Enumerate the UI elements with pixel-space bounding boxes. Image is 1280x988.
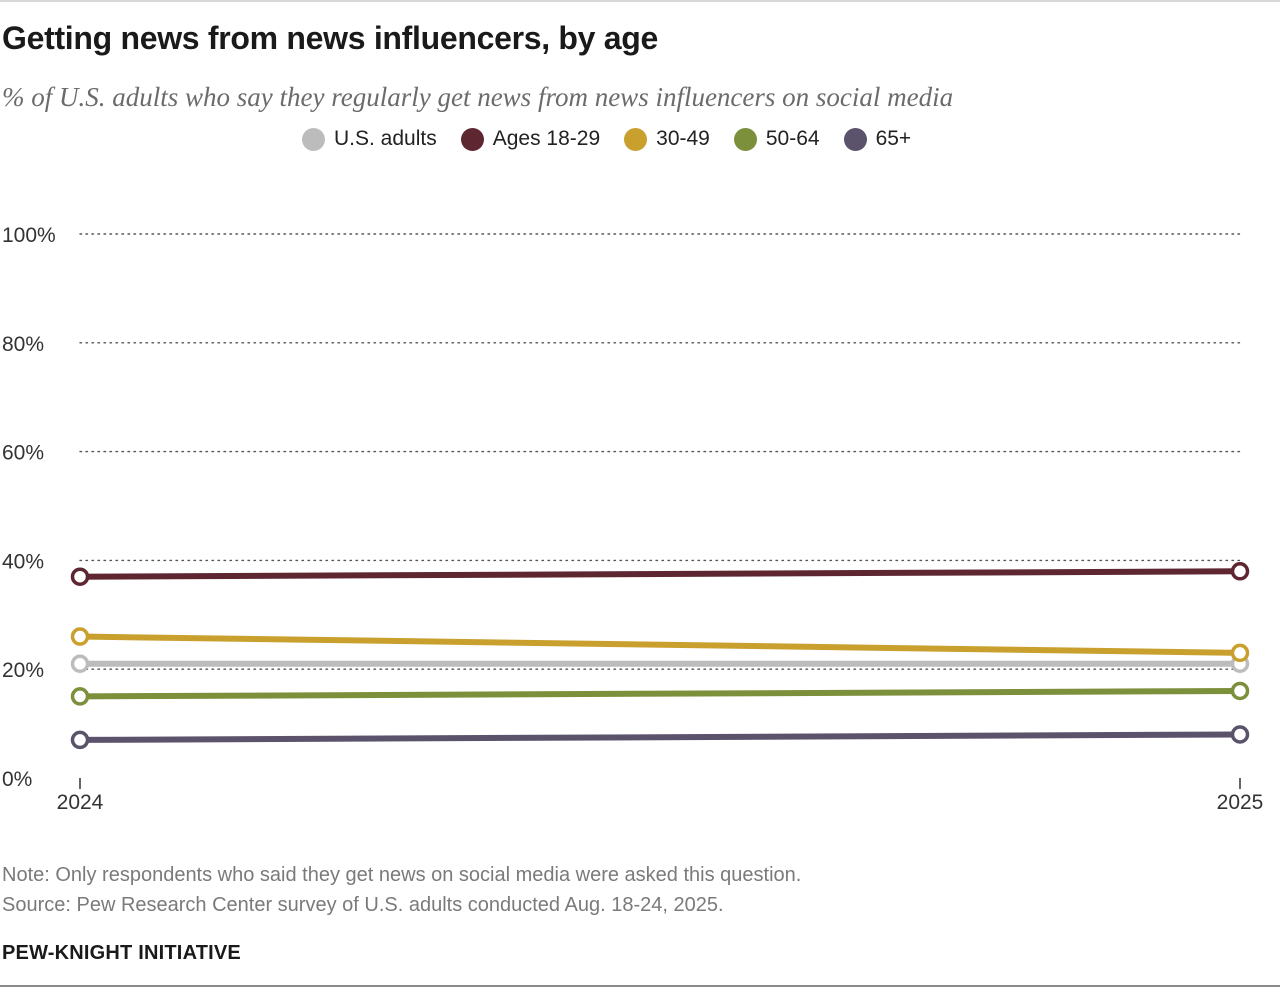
x-axis: 2024 2025 <box>57 778 1264 814</box>
legend-item: U.S. adults <box>302 127 437 151</box>
data-point <box>70 687 90 706</box>
top-rule <box>0 0 1280 2</box>
gridlines <box>79 233 1241 670</box>
series-line <box>77 687 1243 700</box>
data-point <box>1230 643 1250 663</box>
legend-item: Ages 18-29 <box>460 127 601 151</box>
legend-swatch <box>733 127 757 151</box>
y-axis-tick-labels: 0% 20% 40% 60% 80% 100% <box>2 224 56 791</box>
chart-title: Getting news from news influencers, by a… <box>2 20 658 56</box>
legend-swatch <box>460 127 484 151</box>
y-tick-label: 80% <box>2 333 44 356</box>
data-point <box>1230 681 1250 701</box>
legend-swatch <box>843 127 867 151</box>
x-tick-label: 2025 <box>1217 791 1264 814</box>
legend-swatch <box>302 127 325 151</box>
bottom-rule <box>0 985 1280 987</box>
series-1 <box>70 562 1250 586</box>
data-point <box>70 654 90 674</box>
series-lines <box>70 562 1250 750</box>
legend-item: 65+ <box>843 127 912 151</box>
chart-subtitle: % of U.S. adults who say they regularly … <box>2 82 954 112</box>
legend-item: 30-49 <box>624 127 710 151</box>
brand-label: PEW-KNIGHT INITIATIVE <box>2 942 241 964</box>
data-point <box>70 730 90 750</box>
legend-label: Ages 18-29 <box>492 127 601 150</box>
series-line <box>77 731 1243 743</box>
series-0 <box>70 654 1250 674</box>
series-3 <box>70 681 1250 706</box>
legend-label: 50-64 <box>765 127 820 150</box>
data-point <box>1230 725 1250 744</box>
data-point <box>70 567 90 586</box>
y-tick-label: 40% <box>2 550 44 573</box>
y-tick-label: 20% <box>2 659 44 682</box>
x-tick-label: 2024 <box>57 791 104 814</box>
y-tick-label: 0% <box>2 768 32 791</box>
y-tick-label: 100% <box>2 224 56 247</box>
series-4 <box>70 725 1250 750</box>
legend-label: 65+ <box>875 127 912 150</box>
chart-legend: U.S. adults Ages 18-29 30-49 50-64 65+ <box>302 127 911 151</box>
legend-label: 30-49 <box>656 127 710 150</box>
legend-item: 50-64 <box>733 127 820 151</box>
legend-label: U.S. adults <box>334 127 437 150</box>
y-tick-label: 60% <box>2 442 44 465</box>
line-chart: 0% 20% 40% 60% 80% 100% 2024 2025 <box>2 224 1264 814</box>
data-point <box>70 627 90 646</box>
chart-note: Note: Only respondents who said they get… <box>2 864 802 886</box>
legend-swatch <box>624 127 648 151</box>
data-point <box>1230 562 1250 581</box>
series-2 <box>70 627 1250 663</box>
series-line <box>77 633 1243 656</box>
series-line <box>77 568 1243 580</box>
chart-source: Source: Pew Research Center survey of U.… <box>2 894 724 916</box>
